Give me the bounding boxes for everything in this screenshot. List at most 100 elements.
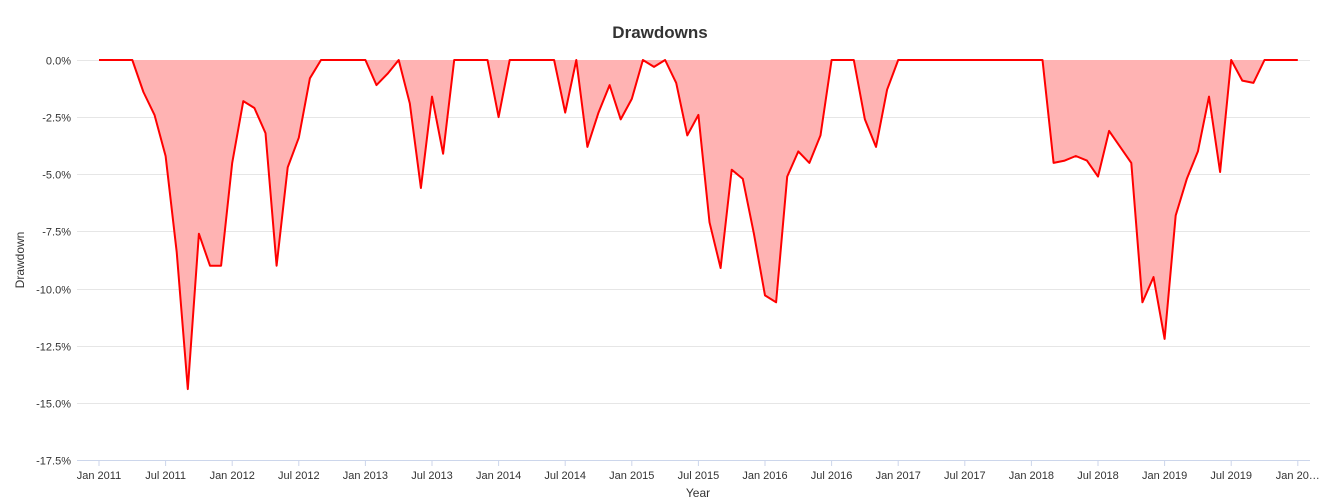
data-point[interactable] bbox=[351, 57, 357, 63]
data-point[interactable] bbox=[1206, 94, 1212, 100]
data-point[interactable] bbox=[740, 176, 746, 182]
data-point[interactable] bbox=[451, 57, 457, 63]
data-point[interactable] bbox=[1217, 169, 1223, 175]
data-point[interactable] bbox=[96, 57, 102, 63]
data-point[interactable] bbox=[385, 71, 391, 77]
data-point[interactable] bbox=[1006, 57, 1012, 63]
data-point[interactable] bbox=[207, 263, 213, 269]
data-point[interactable] bbox=[1073, 153, 1079, 159]
data-point[interactable] bbox=[1028, 57, 1034, 63]
data-point[interactable] bbox=[784, 174, 790, 180]
data-point[interactable] bbox=[629, 96, 635, 102]
data-point[interactable] bbox=[596, 110, 602, 116]
data-point[interactable] bbox=[707, 219, 713, 225]
data-point[interactable] bbox=[251, 105, 257, 111]
data-point[interactable] bbox=[1239, 78, 1245, 84]
data-point[interactable] bbox=[973, 57, 979, 63]
data-point[interactable] bbox=[396, 57, 402, 63]
data-point[interactable] bbox=[729, 167, 735, 173]
data-point[interactable] bbox=[473, 57, 479, 63]
data-point[interactable] bbox=[1128, 160, 1134, 166]
data-point[interactable] bbox=[929, 57, 935, 63]
data-point[interactable] bbox=[762, 292, 768, 298]
data-point[interactable] bbox=[274, 263, 280, 269]
data-point[interactable] bbox=[218, 263, 224, 269]
data-point[interactable] bbox=[862, 116, 868, 122]
data-point[interactable] bbox=[140, 89, 146, 95]
data-point[interactable] bbox=[1062, 158, 1068, 164]
data-point[interactable] bbox=[840, 57, 846, 63]
data-point[interactable] bbox=[618, 116, 624, 122]
data-point[interactable] bbox=[196, 231, 202, 237]
data-point[interactable] bbox=[1084, 158, 1090, 164]
data-point[interactable] bbox=[1095, 174, 1101, 180]
data-point[interactable] bbox=[407, 100, 413, 106]
data-point[interactable] bbox=[1228, 57, 1234, 63]
data-point[interactable] bbox=[1273, 57, 1279, 63]
data-point[interactable] bbox=[651, 64, 657, 70]
data-point[interactable] bbox=[118, 57, 124, 63]
data-point[interactable] bbox=[152, 112, 158, 118]
data-point[interactable] bbox=[163, 153, 169, 159]
data-point[interactable] bbox=[529, 57, 535, 63]
data-point[interactable] bbox=[1106, 128, 1112, 134]
data-point[interactable] bbox=[806, 160, 812, 166]
data-point[interactable] bbox=[984, 57, 990, 63]
data-point[interactable] bbox=[418, 185, 424, 191]
data-point[interactable] bbox=[1250, 80, 1256, 86]
data-point[interactable] bbox=[1040, 57, 1046, 63]
data-point[interactable] bbox=[1184, 176, 1190, 182]
data-point[interactable] bbox=[1139, 299, 1145, 305]
data-point[interactable] bbox=[773, 299, 779, 305]
data-point[interactable] bbox=[229, 160, 235, 166]
data-point[interactable] bbox=[873, 144, 879, 150]
data-point[interactable] bbox=[1117, 144, 1123, 150]
data-point[interactable] bbox=[673, 80, 679, 86]
data-point[interactable] bbox=[884, 87, 890, 93]
data-point[interactable] bbox=[507, 57, 513, 63]
data-point[interactable] bbox=[129, 57, 135, 63]
data-point[interactable] bbox=[684, 132, 690, 138]
data-point[interactable] bbox=[1017, 57, 1023, 63]
data-point[interactable] bbox=[851, 57, 857, 63]
data-point[interactable] bbox=[895, 57, 901, 63]
data-point[interactable] bbox=[640, 57, 646, 63]
data-point[interactable] bbox=[318, 57, 324, 63]
data-point[interactable] bbox=[107, 57, 113, 63]
data-point[interactable] bbox=[185, 386, 191, 392]
data-point[interactable] bbox=[1195, 148, 1201, 154]
data-point[interactable] bbox=[174, 249, 180, 255]
data-point[interactable] bbox=[1284, 57, 1290, 63]
data-point[interactable] bbox=[485, 57, 491, 63]
data-point[interactable] bbox=[462, 57, 468, 63]
data-point[interactable] bbox=[962, 57, 968, 63]
data-point[interactable] bbox=[573, 57, 579, 63]
data-point[interactable] bbox=[518, 57, 524, 63]
data-point[interactable] bbox=[818, 132, 824, 138]
data-point[interactable] bbox=[584, 144, 590, 150]
data-point[interactable] bbox=[307, 75, 313, 81]
data-point[interactable] bbox=[1173, 212, 1179, 218]
data-point[interactable] bbox=[751, 231, 757, 237]
data-point[interactable] bbox=[940, 57, 946, 63]
data-point[interactable] bbox=[562, 110, 568, 116]
data-point[interactable] bbox=[1051, 160, 1057, 166]
data-point[interactable] bbox=[285, 164, 291, 170]
data-point[interactable] bbox=[917, 57, 923, 63]
data-point[interactable] bbox=[951, 57, 957, 63]
data-point[interactable] bbox=[429, 94, 435, 100]
data-point[interactable] bbox=[496, 114, 502, 120]
data-point[interactable] bbox=[695, 112, 701, 118]
data-point[interactable] bbox=[1151, 274, 1157, 280]
data-point[interactable] bbox=[1162, 336, 1168, 342]
data-point[interactable] bbox=[362, 57, 368, 63]
data-point[interactable] bbox=[662, 57, 668, 63]
data-point[interactable] bbox=[374, 82, 380, 88]
data-point[interactable] bbox=[607, 82, 613, 88]
data-point[interactable] bbox=[540, 57, 546, 63]
data-point[interactable] bbox=[718, 265, 724, 271]
data-point[interactable] bbox=[296, 135, 302, 141]
data-point[interactable] bbox=[240, 98, 246, 104]
data-point[interactable] bbox=[829, 57, 835, 63]
data-point[interactable] bbox=[1295, 57, 1301, 63]
